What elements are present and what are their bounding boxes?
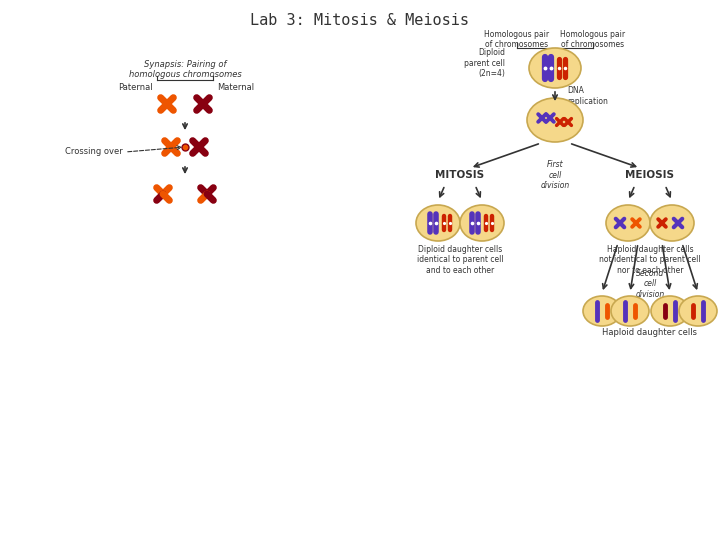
Ellipse shape [650,205,694,241]
Text: Paternal: Paternal [118,84,153,92]
Text: Lab 3: Mitosis & Meiosis: Lab 3: Mitosis & Meiosis [251,13,469,28]
Text: First
cell
division: First cell division [541,160,570,190]
Ellipse shape [527,98,583,142]
Ellipse shape [529,48,581,88]
Ellipse shape [606,205,650,241]
Ellipse shape [651,296,689,326]
Text: DNA
replication: DNA replication [567,86,608,106]
Text: Homologous pair
of chromosomes: Homologous pair of chromosomes [485,30,549,49]
Text: Second
cell
division: Second cell division [635,269,665,299]
Text: Synapsis: Pairing of
homologous chromosomes: Synapsis: Pairing of homologous chromoso… [129,60,241,79]
Text: Crossing over: Crossing over [66,147,123,157]
Text: Diploid
parent cell
(2n=4): Diploid parent cell (2n=4) [464,48,505,78]
Text: MITOSIS: MITOSIS [436,170,485,180]
Ellipse shape [611,296,649,326]
Text: Homologous pair
of chromosomes: Homologous pair of chromosomes [560,30,626,49]
Ellipse shape [460,205,504,241]
Ellipse shape [416,205,460,241]
Ellipse shape [583,296,621,326]
Text: Diploid daughter cells
identical to parent cell
and to each other: Diploid daughter cells identical to pare… [417,245,503,275]
Ellipse shape [679,296,717,326]
Text: Haploid daughter cells: Haploid daughter cells [603,328,698,337]
Text: Haploid daughter cells
not identical to parent cell
nor to each other: Haploid daughter cells not identical to … [599,245,701,275]
Text: MEIOSIS: MEIOSIS [626,170,675,180]
Text: Maternal: Maternal [217,84,254,92]
